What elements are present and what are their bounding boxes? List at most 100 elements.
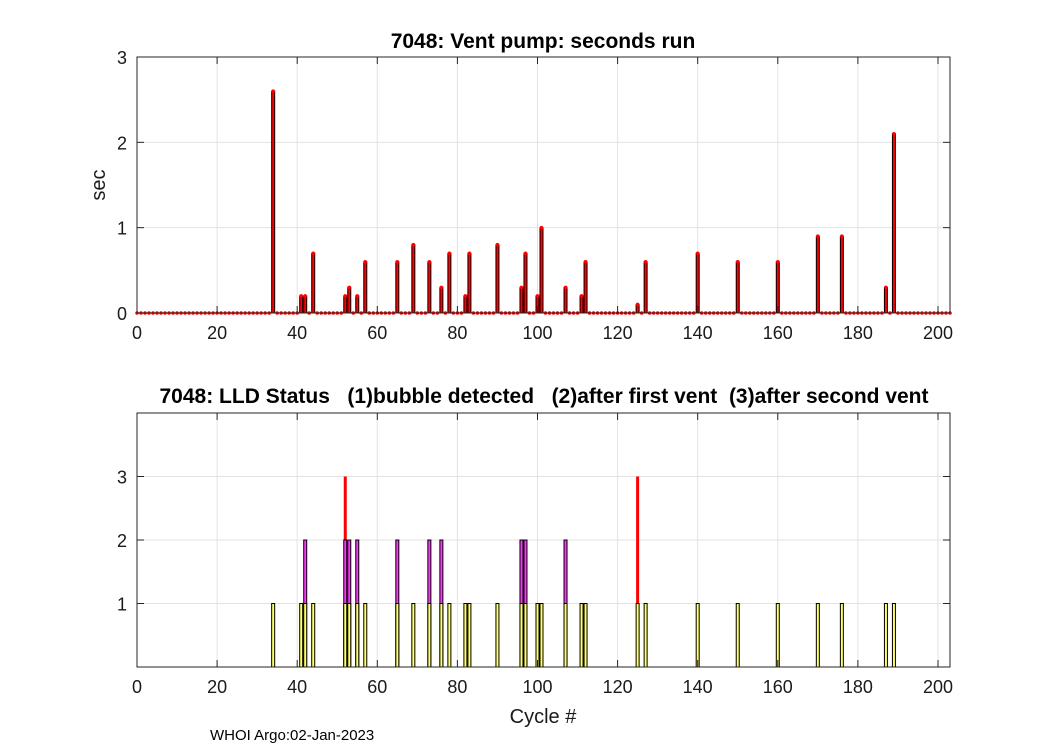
vent-pump-marker xyxy=(363,260,368,264)
lld-status-xtick-label: 160 xyxy=(763,677,793,697)
lld-status-bar-level1-cycle-187 xyxy=(883,603,888,668)
lld-status-bar-level1-cycle-107 xyxy=(563,603,568,668)
vent-pump-xtick-label: 60 xyxy=(367,323,387,343)
vent-pump-bar-cycle-112 xyxy=(583,261,588,314)
lld-status-xtick-label: 80 xyxy=(447,677,467,697)
vent-pump-ytick-label: 1 xyxy=(117,219,127,239)
lld-status-bar-level1-cycle-189 xyxy=(891,603,896,668)
vent-pump-xtick-label: 180 xyxy=(843,323,873,343)
vent-pump-bar-cycle-90 xyxy=(495,244,500,314)
lld-status-bar-level1-cycle-65 xyxy=(395,603,400,668)
vent-pump-axes-box xyxy=(136,56,951,314)
vent-pump-marker xyxy=(816,234,820,238)
vent-pump-bar-cycle-96 xyxy=(519,286,524,314)
vent-pump-bar-cycle-42 xyxy=(303,295,308,314)
vent-pump-xtick-label: 20 xyxy=(207,323,227,343)
vent-pump-marker xyxy=(583,260,588,264)
vent-pump-bar-cycle-127 xyxy=(643,261,648,314)
vent-pump-bar-cycle-170 xyxy=(815,235,820,314)
vent-pump-marker xyxy=(840,234,844,238)
lld-status-bar-level3-cycle-125 xyxy=(636,476,640,667)
lld-status-bar-level1-cycle-57 xyxy=(363,603,368,668)
lld-status-bar-level1-cycle-42 xyxy=(303,603,308,668)
vent-pump-bar-cycle-97 xyxy=(523,252,528,314)
lld-status-xtick-label: 100 xyxy=(522,677,552,697)
vent-pump-bar-cycle-189 xyxy=(891,133,896,314)
vent-pump-marker xyxy=(439,285,444,290)
lld-status-xtick-label: 200 xyxy=(923,677,953,697)
vent-pump-marker xyxy=(311,251,316,256)
lld-status-bar-level1-cycle-160 xyxy=(775,603,780,668)
vent-pump-marker xyxy=(539,225,544,230)
lld-status-bar-level1-cycle-112 xyxy=(583,603,588,668)
vent-pump-xtick-label: 140 xyxy=(683,323,713,343)
vent-pump-bar-cycle-44 xyxy=(311,252,316,314)
vent-pump-marker xyxy=(735,260,740,264)
vent-pump-ytick-label: 2 xyxy=(117,133,127,153)
vent-pump-marker xyxy=(519,285,524,290)
vent-pump-xtick-label: 100 xyxy=(522,323,552,343)
vent-pump-marker xyxy=(523,251,528,256)
lld-status-xtick-label: 140 xyxy=(683,677,713,697)
vent-pump-marker xyxy=(635,302,640,307)
vent-pump-marker xyxy=(343,294,348,298)
lld-status-ytick-label: 2 xyxy=(117,531,127,551)
vent-pump-marker xyxy=(495,242,500,247)
vent-pump-bar-cycle-55 xyxy=(355,295,360,314)
lld-status-bar-level1-cycle-34 xyxy=(271,603,276,668)
vent-pump-xtick-label: 80 xyxy=(447,323,467,343)
lld-status-ticks: 0 20 40 60 80 100 120 140 160 180 200 1 2 3 xyxy=(117,413,953,697)
vent-pump-xtick-label: 160 xyxy=(763,323,793,343)
lld-status-xlabel: Cycle # xyxy=(510,706,578,728)
lld-status-bar-level1-cycle-140 xyxy=(695,603,700,668)
lld-status-xtick-label: 0 xyxy=(132,677,142,697)
lld-status-bar-level1-cycle-125 xyxy=(635,603,640,668)
lld-status-xtick-label: 40 xyxy=(287,677,307,697)
lld-status-bar-level1-cycle-41 xyxy=(299,603,304,668)
vent-pump-bar-cycle-187 xyxy=(883,286,888,314)
vent-pump-plot-area xyxy=(137,57,950,313)
vent-pump-bar-cycle-160 xyxy=(775,261,780,314)
vent-pump-xtick-label: 40 xyxy=(287,323,307,343)
vent-pump-marker xyxy=(271,89,275,93)
lld-status-bar-level1-cycle-44 xyxy=(311,603,316,668)
lld-status-xtick-label: 20 xyxy=(207,677,227,697)
lld-status-bar-level1-cycle-170 xyxy=(815,603,820,668)
vent-pump-bar-cycle-65 xyxy=(395,261,400,314)
vent-pump-marker xyxy=(463,294,468,298)
vent-pump-marker xyxy=(643,260,648,264)
vent-pump-bar-cycle-176 xyxy=(839,235,844,314)
footer-credit: WHOI Argo:02-Jan-2023 xyxy=(210,727,375,744)
lld-status-ytick-label: 1 xyxy=(117,595,127,615)
vent-pump-bar-cycle-41 xyxy=(299,295,304,314)
vent-pump-marker xyxy=(579,294,584,298)
vent-pump-marker xyxy=(299,294,304,298)
vent-pump-bar-cycle-76 xyxy=(439,286,444,314)
lld-status-xtick-label: 180 xyxy=(843,677,873,697)
vent-pump-bar-cycle-140 xyxy=(695,252,700,314)
lld-status-bar-level1-cycle-53 xyxy=(347,603,352,668)
vent-pump-bar-cycle-150 xyxy=(735,261,740,314)
lld-status-ytick-label: 3 xyxy=(117,468,127,488)
vent-pump-bar-cycle-52 xyxy=(343,295,348,314)
lld-status-xtick-label: 120 xyxy=(603,677,633,697)
vent-pump-bar-cycle-107 xyxy=(563,286,568,314)
lld-status-bar-level1-cycle-127 xyxy=(643,603,648,668)
lld-status-bar-level1-cycle-90 xyxy=(495,603,500,668)
vent-pump-bar-cycle-111 xyxy=(579,295,584,314)
lld-status-bar-level1-cycle-52 xyxy=(343,603,348,668)
vent-pump-bar-cycle-78 xyxy=(447,252,452,314)
lld-status-bar-level1-cycle-101 xyxy=(539,603,544,668)
lld-status-bar-level1-cycle-150 xyxy=(735,603,740,668)
vent-pump-bar-cycle-34 xyxy=(271,90,276,314)
lld-status-bar-level1-cycle-176 xyxy=(839,603,844,668)
vent-pump-marker xyxy=(347,285,352,290)
vent-pump-marker xyxy=(884,285,888,290)
vent-pump-marker xyxy=(355,294,360,298)
vent-pump-marker xyxy=(892,132,896,136)
lld-status-bar-level1-cycle-78 xyxy=(447,603,452,668)
vent-pump-marker xyxy=(775,260,780,264)
lld-status-bar-level1-cycle-69 xyxy=(411,603,416,668)
vent-pump-bar-cycle-69 xyxy=(411,244,416,314)
vent-pump-ytick-label: 0 xyxy=(117,304,127,324)
